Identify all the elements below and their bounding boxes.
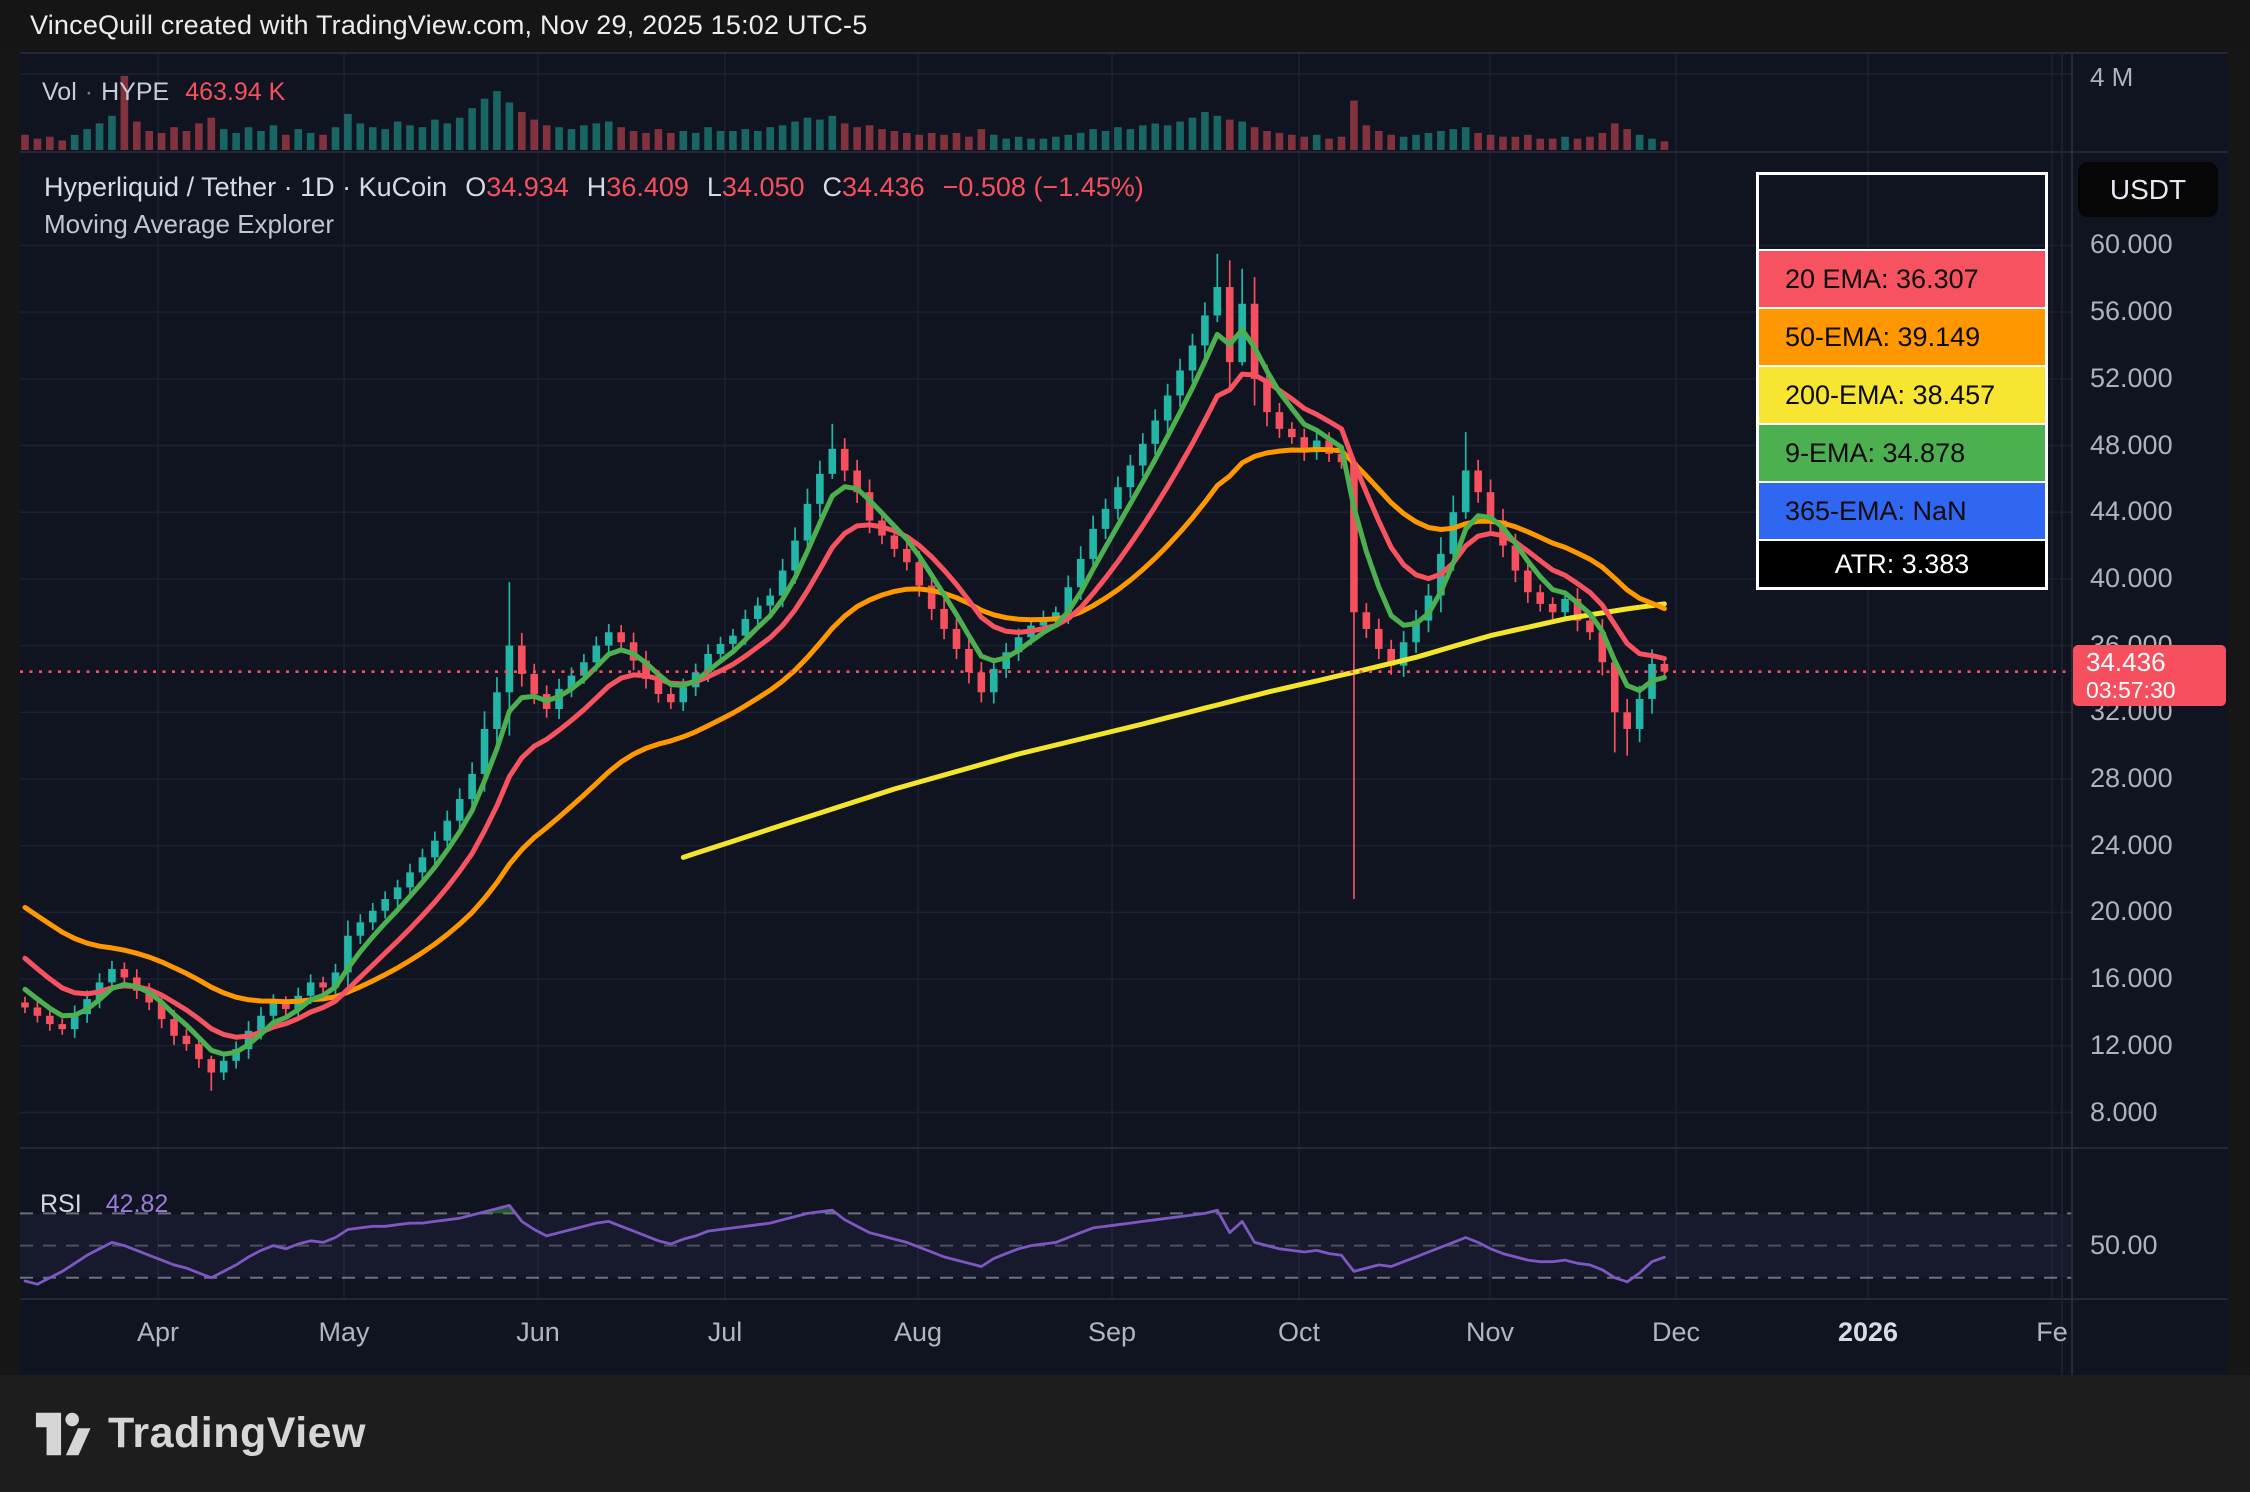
attribution-header: VinceQuill created with TradingView.com,… [0, 0, 2250, 53]
currency-toggle-button[interactable]: USDT [2078, 162, 2218, 217]
legend-row-20ema: 20 EMA: 36.307 [1759, 249, 2045, 307]
current-price-value: 34.436 [2086, 647, 2166, 677]
legend-row-200ema: 200-EMA: 38.457 [1759, 365, 2045, 423]
current-price-label: 34.436 03:57:30 [2073, 645, 2226, 706]
legend-row-365ema: 365-EMA: NaN [1759, 481, 2045, 539]
legend-empty-row [1759, 175, 2045, 249]
ema-legend-table[interactable]: 20 EMA: 36.307 50-EMA: 39.149 200-EMA: 3… [1756, 172, 2048, 590]
legend-row-9ema: 9-EMA: 34.878 [1759, 423, 2045, 481]
legend-row-atr: ATR: 3.383 [1759, 539, 2045, 587]
bar-countdown: 03:57:30 [2086, 677, 2176, 703]
tradingview-logo-icon[interactable] [34, 1410, 92, 1458]
footer-bar: TradingView [0, 1375, 2250, 1492]
attribution-text: VinceQuill created with TradingView.com,… [30, 10, 868, 40]
legend-row-50ema: 50-EMA: 39.149 [1759, 307, 2045, 365]
tradingview-logo-text[interactable]: TradingView [108, 1409, 366, 1457]
